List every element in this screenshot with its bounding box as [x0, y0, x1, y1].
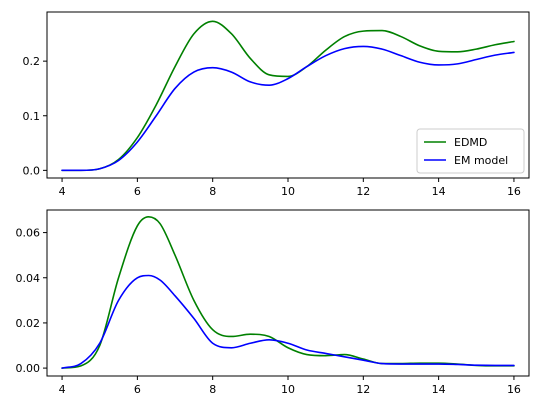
x-tick-label: 14	[432, 383, 446, 396]
y-tick-label: 0.04	[16, 272, 41, 285]
x-tick-label: 12	[356, 185, 370, 198]
legend: EDMD EM model	[416, 128, 525, 174]
y-tick-label: 0.1	[23, 110, 41, 123]
axes-frame	[46, 209, 530, 377]
x-tick-label: 10	[281, 383, 295, 396]
top-panel: 4 6 8 10 12 14 16 0.0 0.1 0.2 EDMD EM model	[23, 11, 530, 198]
series-group	[61, 20, 515, 172]
x-tick-label: 8	[209, 185, 216, 198]
y-tick-label: 0.06	[16, 227, 41, 240]
series-line-edmd	[61, 20, 515, 172]
bottom-panel: 4 6 8 10 12 14 16 0.00 0.02 0.04 0.06	[16, 209, 530, 396]
y-tick-label: 0.02	[16, 317, 41, 330]
y-tick-label: 0.00	[16, 362, 41, 375]
legend-label-em-model: EM model	[454, 154, 508, 167]
y-tick-label: 0.0	[23, 164, 41, 177]
y-tick-label: 0.2	[23, 55, 41, 68]
legend-label-edmd: EDMD	[454, 136, 487, 149]
x-tick-label: 16	[507, 185, 521, 198]
x-tick-label: 4	[59, 185, 66, 198]
x-tick-label: 4	[59, 383, 66, 396]
x-tick-label: 16	[507, 383, 521, 396]
x-tick-label: 12	[356, 383, 370, 396]
x-tick-label: 14	[432, 185, 446, 198]
legend-box	[416, 128, 525, 174]
series-line-em-model	[61, 274, 515, 369]
x-tick-label: 6	[134, 383, 141, 396]
series-group	[61, 215, 515, 369]
x-tick-label: 8	[209, 383, 216, 396]
series-line-edmd	[61, 215, 515, 369]
series-line-em-model	[61, 45, 515, 172]
x-tick-label: 6	[134, 185, 141, 198]
x-tick-label: 10	[281, 185, 295, 198]
